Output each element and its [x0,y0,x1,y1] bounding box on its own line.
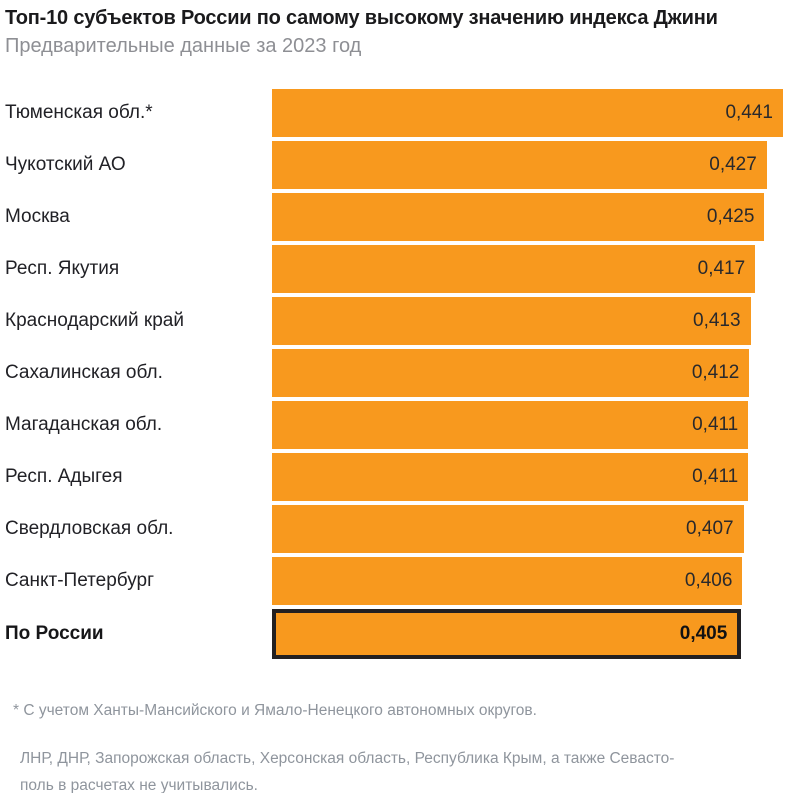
footnotes: * С учетом Ханты-Мансийского и Ямало-Нен… [0,699,787,793]
footnote-hmao: * С учетом Ханты-Мансийского и Ямало-Нен… [13,702,537,719]
bar-row: Краснодарский край 0,413 [0,297,787,345]
region-label: Санкт-Петербург [5,570,155,591]
bar-row: Респ. Адыгея 0,411 [0,453,787,501]
chart-subtitle: Предварительные данные за 2023 год [5,35,362,57]
region-label: По России [5,623,104,644]
bar-row: Санкт-Петербург 0,406 [0,557,787,605]
bar-row: Москва 0,425 [0,193,787,241]
bar-track: 0,411 [272,453,783,501]
bar: 0,412 [272,349,750,397]
bar-track: 0,425 [272,193,783,241]
bar-value: 0,406 [684,570,733,591]
bar-value: 0,411 [692,414,739,435]
region-label: Сахалинская обл. [5,362,163,383]
bar: 0,425 [272,193,765,241]
bar: 0,411 [272,453,749,501]
bar-track: 0,411 [272,401,783,449]
bar-track: 0,441 [272,89,783,137]
bar-value: 0,441 [725,102,773,123]
chart-header: Топ-10 субъектов России по самому высоко… [0,0,787,58]
region-label: Магаданская обл. [5,414,163,435]
bar-value: 0,407 [686,518,734,539]
region-label: Свердловская обл. [5,518,174,539]
bar: 0,441 [272,89,783,137]
bar-row: Магаданская обл. 0,411 [0,401,787,449]
bar-track: 0,417 [272,245,783,293]
bar-row-total: По России 0,405 [0,609,787,659]
bar-value: 0,411 [692,466,739,487]
region-label: Респ. Якутия [5,258,120,279]
region-label: Респ. Адыгея [5,466,123,487]
bar-value: 0,427 [709,154,757,175]
region-label: Краснодарский край [5,310,184,331]
bar-row: Сахалинская обл. 0,412 [0,349,787,397]
bar: 0,417 [272,245,756,293]
bar: 0,413 [272,297,751,345]
region-label: Тюменская обл.* [5,102,153,123]
bar-row: Респ. Якутия 0,417 [0,245,787,293]
bar-value: 0,413 [693,310,741,331]
bar-track: 0,406 [272,557,783,605]
region-label: Москва [5,206,70,227]
bar-row: Свердловская обл. 0,407 [0,505,787,553]
bar-value: 0,417 [697,258,746,279]
region-label: Чукотский АО [5,154,126,175]
chart-title: Топ-10 субъектов России по самому высоко… [5,7,718,29]
footnote-excluded-regions: ЛНР, ДНР, Запорожская область, Херсонска… [20,750,675,793]
bar: 0,405 [272,609,742,659]
bar: 0,427 [272,141,767,189]
bar-row: Чукотский АО 0,427 [0,141,787,189]
bar: 0,407 [272,505,744,553]
bar: 0,411 [272,401,749,449]
bar-track: 0,405 [272,609,783,659]
bar-track: 0,413 [272,297,783,345]
bar-value: 0,425 [706,206,755,227]
bar: 0,406 [272,557,743,605]
bar-row: Тюменская обл.* 0,441 [0,89,787,137]
bar-track: 0,407 [272,505,783,553]
bar-chart: Тюменская обл.* 0,441 Чукотский АО 0,427… [0,89,787,659]
bar-value: 0,405 [679,623,728,644]
bar-track: 0,427 [272,141,783,189]
bar-value: 0,412 [691,362,740,383]
bar-track: 0,412 [272,349,783,397]
